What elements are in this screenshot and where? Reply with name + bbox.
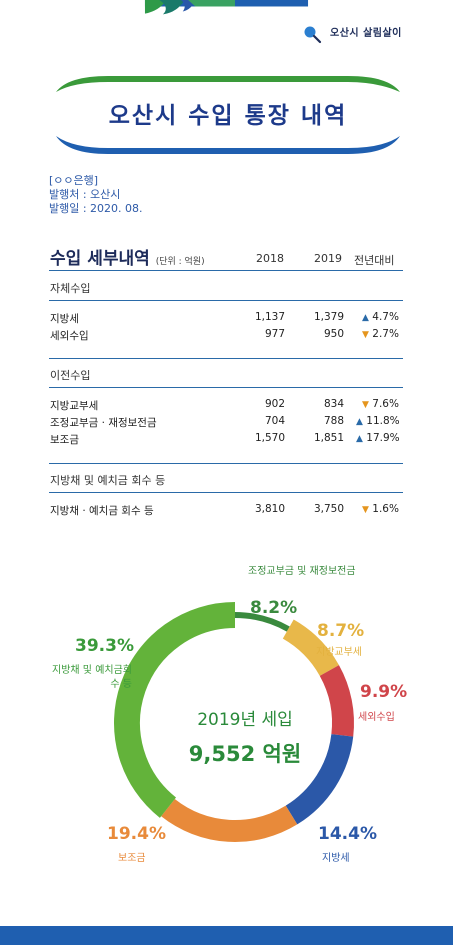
chart-center-title: 2019년 세입 [197,710,293,730]
slice-percent-local-grant: 8.7% [317,621,365,641]
up-triangle-icon: ▲ [362,313,369,323]
value-2018: 1,137 [254,311,285,323]
header-label: 오산시 살림살이 [330,28,402,39]
row-label: 세외수입 [50,330,89,342]
divider [49,387,403,388]
change-value: 7.6% [372,398,399,410]
group-title: 자체수입 [50,282,91,295]
slice-label-adjustment-grant: 조정교부금 및 재정보전금 [248,566,356,577]
issuer: 발행처 : 오산시 [49,188,121,201]
slice-label-local-grant: 지방교부세 [316,647,362,658]
slice-percent-subsidy: 19.4% [107,824,166,844]
change-cell: ▼ 7.6% [362,398,399,410]
group-title: 지방채 및 예치금 회수 등 [50,474,166,487]
bottom-band [0,926,453,945]
donut-slice-0 [234,612,290,632]
slice-percent-non-tax: 9.9% [360,682,408,702]
donut-slice-3 [285,733,354,825]
search-icon [304,26,322,44]
header-search[interactable] [302,22,442,44]
slice-label-non-tax: 세외수입 [358,712,395,723]
row-label: 지방교부세 [50,400,99,412]
change-cell: ▲ 4.7% [362,311,399,323]
divider [49,270,403,271]
donut-slice-4 [161,798,298,842]
bank-name: [ㅇㅇ은행] [49,174,99,187]
value-2018: 902 [264,398,285,410]
change-value: 17.9% [366,432,400,444]
change-cell: ▼ 2.7% [362,328,399,340]
col-2018: 2018 [256,252,284,265]
down-triangle-icon: ▼ [362,505,369,515]
divider [49,358,403,359]
row-label: 조정교부금 · 재정보전금 [50,417,157,429]
slice-percent-bonds: 39.3% [75,636,134,656]
value-2018: 704 [264,415,285,427]
down-triangle-icon: ▼ [362,400,369,410]
up-triangle-icon: ▲ [356,434,363,444]
issue-date: 발행일 : 2020. 08. [49,202,143,215]
slice-label-bonds: 지방채 및 예치금회수 등 [52,665,132,690]
divider [49,300,403,301]
value-2019: 1,851 [313,432,344,444]
revenue-donut-chart [114,602,354,842]
up-triangle-icon: ▲ [356,417,363,427]
value-2019: 1,379 [313,311,344,323]
table-title: 수입 세부내역 (단위 : 억원) [50,244,205,269]
value-2018: 1,570 [254,432,285,444]
change-value: 2.7% [372,328,399,340]
donut-slice-1 [282,619,339,677]
table-title-text: 수입 세부내역 [50,249,150,269]
chart-center-value: 9,552 억원 [188,742,302,766]
change-cell: ▲ 17.9% [356,432,400,444]
change-value: 1.6% [372,503,399,515]
change-cell: ▼ 1.6% [362,503,399,515]
down-triangle-icon: ▼ [362,330,369,340]
donut-slice-5 [114,602,236,818]
row-label: 지방채 · 예치금 회수 등 [50,505,154,517]
value-2019: 950 [323,328,344,340]
page-title: 오산시 수입 통장 내역 [108,103,348,129]
value-2019: 788 [323,415,344,427]
value-2018: 3,810 [254,503,285,515]
row-label: 보조금 [50,434,79,446]
col-change: 전년대비 [354,254,395,267]
change-cell: ▲ 11.8% [356,415,400,427]
value-2019: 3,750 [313,503,344,515]
slice-label-subsidy: 보조금 [118,853,146,864]
slice-label-local-tax: 지방세 [322,853,350,864]
top-decorative-band [144,0,309,15]
title-ribbon [56,76,400,154]
divider [49,463,403,464]
change-value: 11.8% [366,415,400,427]
slice-percent-local-tax: 14.4% [318,824,377,844]
value-2019: 834 [323,398,344,410]
table-unit: (단위 : 억원) [155,257,205,267]
donut-slice-2 [319,665,354,737]
group-title: 이전수입 [50,369,91,382]
slice-percent-adjustment-grant: 8.2% [250,598,298,618]
value-2018: 977 [264,328,285,340]
change-value: 4.7% [372,311,399,323]
row-label: 지방세 [50,313,79,325]
col-2019: 2019 [314,252,342,265]
divider [49,492,403,493]
